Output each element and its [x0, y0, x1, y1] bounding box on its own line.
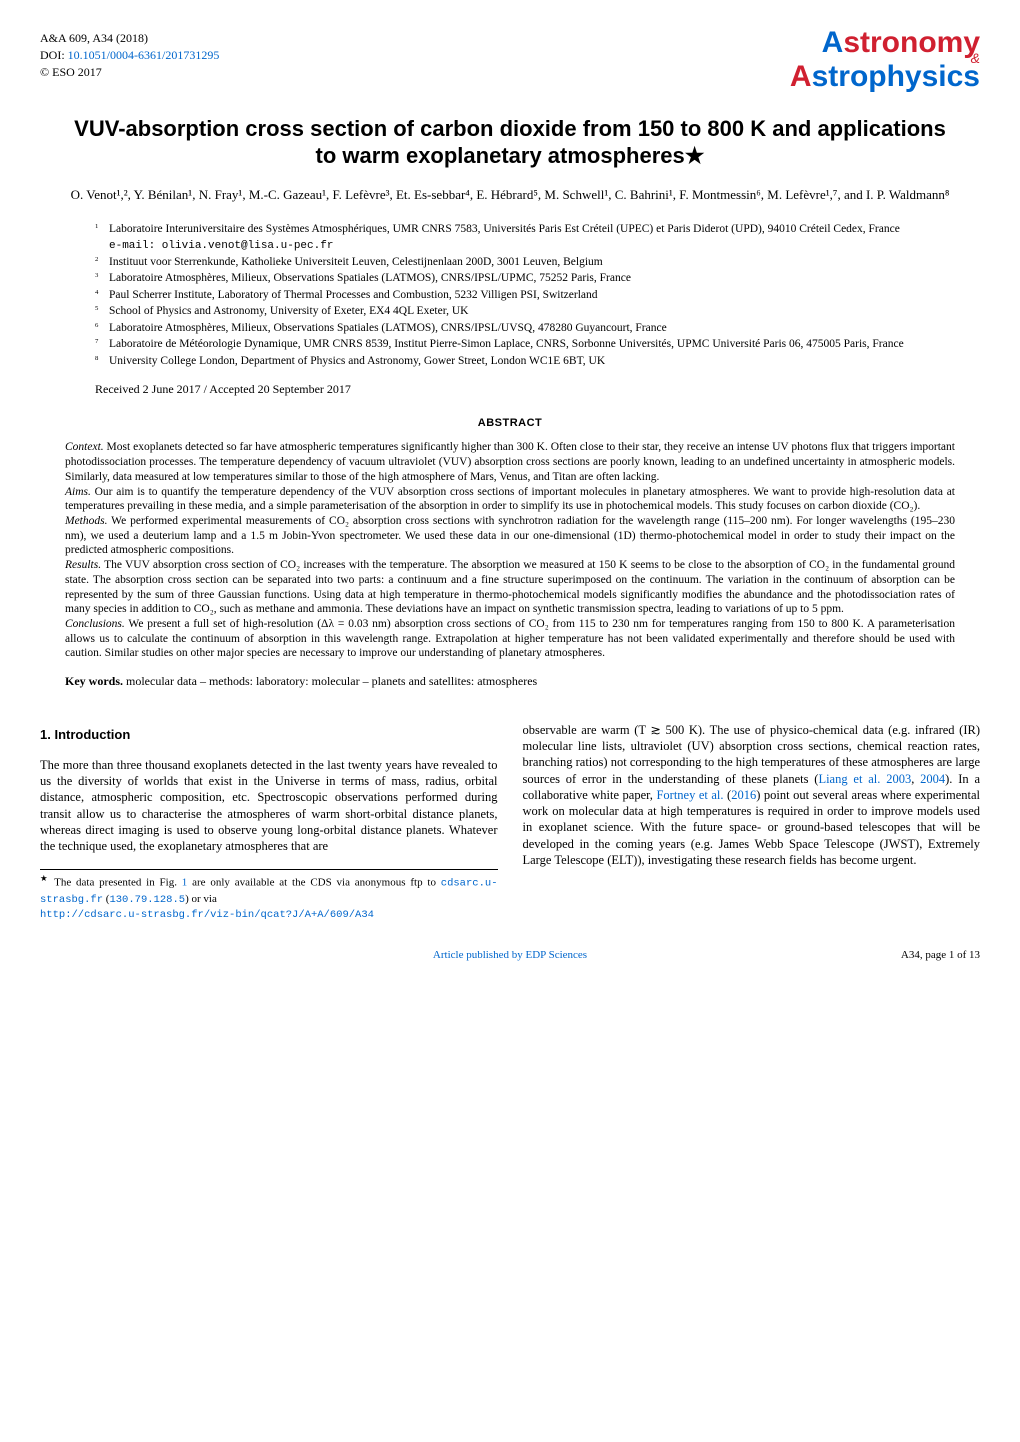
footnote: ★ The data presented in Fig. 1 are only … [40, 869, 498, 923]
citation[interactable]: Liang et al. 2003 [818, 772, 911, 786]
title-star: ★ [685, 143, 705, 168]
affiliation: 5 School of Physics and Astronomy, Univer… [95, 304, 960, 320]
doi-prefix: DOI: [40, 48, 68, 62]
citation[interactable]: 2016 [731, 788, 756, 802]
affil-text: Instituut voor Sterrenkunde, Katholieke … [109, 255, 960, 271]
affil-num: 5 [95, 305, 98, 312]
journal-info: A&A 609, A34 (2018) DOI: 10.1051/0004-63… [40, 30, 219, 80]
intro-text: , [911, 772, 920, 786]
doi-line: DOI: 10.1051/0004-6361/201731295 [40, 47, 219, 64]
affil-text-span: Laboratoire Interuniversitaire des Systè… [109, 223, 900, 235]
journal-logo: Astronomy & Astrophysics [790, 30, 980, 90]
methods-text: We performed experimental measurements o… [65, 515, 955, 556]
abstract: Context. Most exoplanets detected so far… [65, 440, 955, 661]
cds-full-url[interactable]: http://cdsarc.u-strasbg.fr/viz-bin/qcat?… [40, 909, 374, 921]
affil-text: Laboratoire Interuniversitaire des Systè… [109, 222, 960, 253]
affiliation: 6 Laboratoire Atmosphères, Milieux, Obser… [95, 321, 960, 337]
affiliation: 3 Laboratoire Atmosphères, Milieux, Obser… [95, 271, 960, 287]
page-number-text: A34, page 1 of 13 [901, 949, 980, 961]
logo-astrophysics-rest: strophysics [812, 60, 980, 93]
affil-num: 1 [95, 223, 98, 230]
right-column: observable are warm (T ≳ 500 K). The use… [523, 709, 981, 922]
affiliation: 7 Laboratoire de Météorologie Dynamique, … [95, 337, 960, 353]
doi-link[interactable]: 10.1051/0004-6361/201731295 [68, 48, 220, 62]
paper-title: VUV-absorption cross section of carbon d… [70, 115, 950, 170]
logo-astrophysics: Astrophysics [790, 64, 980, 90]
logo-astronomy-first: A [822, 26, 844, 59]
page-number: A34, page 1 of 13 [780, 948, 980, 963]
affil-num: 8 [95, 355, 98, 362]
methods-label: Methods. [65, 515, 107, 527]
affil-num: 3 [95, 272, 98, 279]
intro-paragraph-2: observable are warm (T ≳ 500 K). The use… [523, 722, 981, 868]
affil-text: Laboratoire de Météorologie Dynamique, U… [109, 337, 960, 353]
dates: Received 2 June 2017 / Accepted 20 Septe… [95, 381, 960, 397]
logo-astrophysics-first: A [790, 60, 812, 93]
header-row: A&A 609, A34 (2018) DOI: 10.1051/0004-63… [40, 30, 980, 90]
aims-label: Aims. [65, 486, 91, 498]
keywords-text: molecular data – methods: laboratory: mo… [123, 674, 537, 688]
affil-num: 6 [95, 322, 98, 329]
footnote-text: are only available at the CDS via anonym… [187, 877, 440, 889]
body-columns: 1. Introduction The more than three thou… [40, 709, 980, 922]
affil-num: 4 [95, 289, 98, 296]
page-footer: Article published by EDP Sciences A34, p… [40, 948, 980, 963]
intro-paragraph: The more than three thousand exoplanets … [40, 757, 498, 855]
authors: O. Venot¹,², Y. Bénilan¹, N. Fray¹, M.-C… [60, 185, 960, 205]
citation[interactable]: Fortney et al. [656, 788, 723, 802]
affiliation: 8 University College London, Department o… [95, 354, 960, 370]
affil-text: Laboratoire Atmosphères, Milieux, Observ… [109, 321, 960, 337]
publisher-note[interactable]: Article published by EDP Sciences [240, 948, 780, 963]
affil-text: Laboratoire Atmosphères, Milieux, Observ… [109, 271, 960, 287]
journal-ref: A&A 609, A34 (2018) [40, 30, 219, 47]
affil-num: 2 [95, 256, 98, 263]
affil-text: Paul Scherrer Institute, Laboratory of T… [109, 288, 960, 304]
left-column: 1. Introduction The more than three thou… [40, 709, 498, 922]
affiliations-block: 1 Laboratoire Interuniversitaire des Sys… [95, 222, 960, 369]
context-text: Most exoplanets detected so far have atm… [65, 441, 955, 482]
affil-email: e-mail: olivia.venot@lisa.u-pec.fr [109, 240, 333, 252]
affil-text: University College London, Department of… [109, 354, 960, 370]
results-label: Results. [65, 559, 101, 571]
footnote-text: ) or via [185, 893, 217, 905]
affiliation: 4 Paul Scherrer Institute, Laboratory of … [95, 288, 960, 304]
affiliation: 2 Instituut voor Sterrenkunde, Katholieke… [95, 255, 960, 271]
aims-text: Our aim is to quantify the temperature d… [65, 486, 955, 513]
cds-ip[interactable]: 130.79.128.5 [109, 894, 185, 906]
conclusions-label: Conclusions. [65, 618, 125, 630]
title-text: VUV-absorption cross section of carbon d… [74, 116, 946, 169]
results-text: The VUV absorption cross section of CO₂ … [65, 559, 955, 615]
section-heading: 1. Introduction [40, 727, 498, 744]
citation[interactable]: 2004 [920, 772, 945, 786]
keywords-label: Key words. [65, 674, 123, 688]
abstract-heading: ABSTRACT [40, 416, 980, 431]
keywords: Key words. molecular data – methods: lab… [65, 673, 955, 689]
context-label: Context. [65, 441, 104, 453]
affiliation: 1 Laboratoire Interuniversitaire des Sys… [95, 222, 960, 253]
affil-text: School of Physics and Astronomy, Univers… [109, 304, 960, 320]
conclusions-text: We present a full set of high-resolution… [65, 618, 955, 659]
logo-astronomy-rest: stronomy [843, 26, 980, 59]
copyright: © ESO 2017 [40, 64, 219, 81]
affil-num: 7 [95, 338, 98, 345]
footnote-text: The data presented in Fig. [49, 877, 181, 889]
